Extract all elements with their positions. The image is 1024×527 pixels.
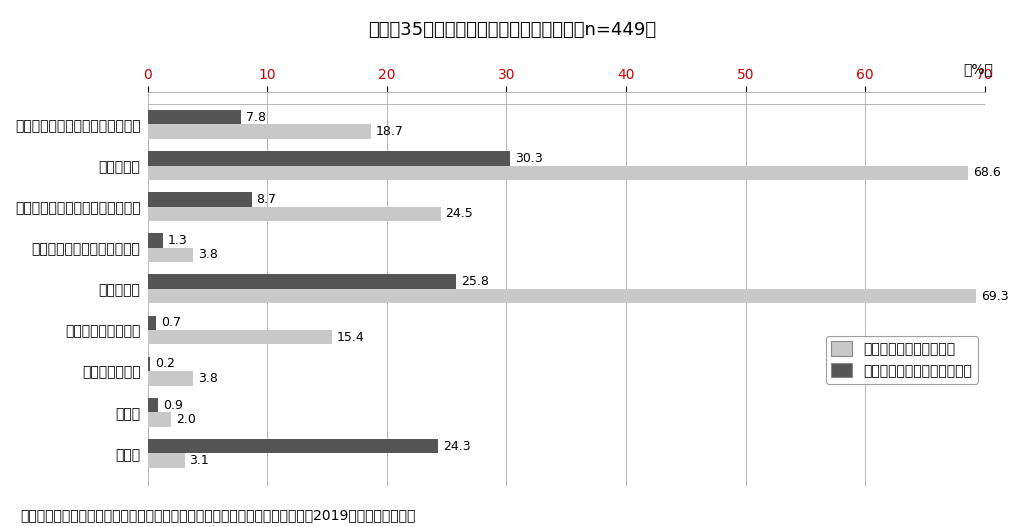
Bar (147, 248, 193, 262)
Text: 2.0: 2.0 (176, 413, 197, 426)
Bar (147, 110, 241, 124)
Text: 0.7: 0.7 (161, 316, 180, 329)
Text: 15.4: 15.4 (337, 331, 365, 344)
Text: （図表35）採用にあたって考慮すること（n=449）: （図表35）採用にあたって考慮すること（n=449） (368, 21, 656, 39)
Text: 7.8: 7.8 (246, 111, 265, 124)
Bar (147, 233, 163, 248)
Legend: 当てはまる（複数回答）, 最も当てはまる（単一回答）: 当てはまる（複数回答）, 最も当てはまる（単一回答） (826, 336, 978, 384)
Bar (147, 192, 252, 207)
Text: 24.5: 24.5 (445, 207, 473, 220)
Bar (147, 165, 968, 180)
Text: 69.3: 69.3 (981, 289, 1009, 302)
Bar (147, 371, 193, 386)
Bar (147, 330, 332, 345)
Bar (147, 275, 456, 289)
Text: 18.7: 18.7 (376, 125, 403, 138)
Text: 0.2: 0.2 (155, 357, 175, 370)
Bar (147, 453, 184, 468)
Text: 3.8: 3.8 (198, 372, 218, 385)
Text: 3.1: 3.1 (189, 454, 209, 467)
Text: 30.3: 30.3 (515, 152, 543, 165)
Text: 8.7: 8.7 (256, 193, 276, 206)
Text: （資料）日本総合研究所「人手不足と外国人採用に関するアンケート調査」（2019年１～２月実施）: （資料）日本総合研究所「人手不足と外国人採用に関するアンケート調査」（2019年… (20, 508, 416, 522)
Bar (147, 439, 438, 453)
Bar (147, 151, 510, 165)
Text: 0.9: 0.9 (163, 398, 183, 412)
Text: 68.6: 68.6 (973, 166, 1000, 179)
Bar (147, 316, 156, 330)
Bar (147, 124, 372, 139)
Bar (147, 289, 977, 303)
Bar (147, 412, 171, 427)
Bar (147, 357, 150, 371)
Text: （%）: （%） (964, 62, 993, 76)
Text: 1.3: 1.3 (168, 234, 187, 247)
Text: 25.8: 25.8 (461, 275, 488, 288)
Text: 24.3: 24.3 (443, 440, 471, 453)
Bar (147, 207, 440, 221)
Text: 3.8: 3.8 (198, 248, 218, 261)
Bar (147, 398, 159, 412)
